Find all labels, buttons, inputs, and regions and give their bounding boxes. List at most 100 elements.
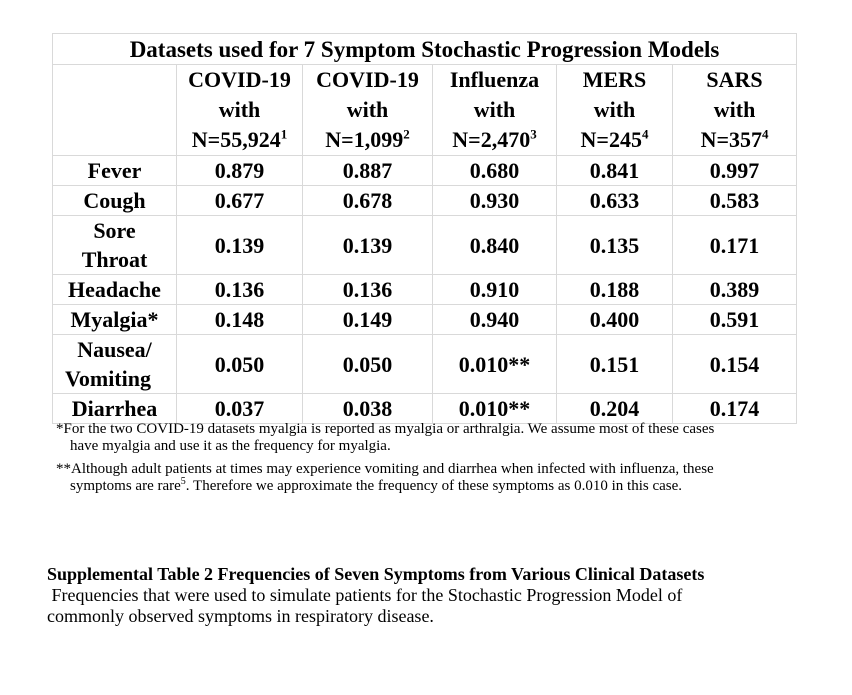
column-n: N=55,9241: [177, 125, 302, 155]
column-header: COVID-19 with N=1,0992: [302, 64, 433, 156]
table-cell: 0.887: [302, 155, 433, 186]
column-with: with: [346, 97, 389, 122]
row-label: Cough: [52, 185, 177, 216]
row-label-line1: Sore: [93, 218, 136, 243]
row-label: Nausea/ Vomiting: [52, 334, 177, 394]
footnote-influenza: **Although adult patients at times may e…: [56, 461, 796, 495]
column-name: SARS: [706, 67, 763, 92]
table-cell: 0.154: [671, 334, 798, 394]
table-cell: 0.050: [302, 334, 433, 394]
row-label-line2: Vomiting: [65, 366, 151, 391]
table-row-cough: Cough 0.677 0.678 0.930 0.633 0.583: [52, 185, 798, 216]
column-name: MERS: [582, 67, 647, 92]
column-header: COVID-19 with N=55,9241: [176, 64, 303, 156]
symptom-table-container: Datasets used for 7 Symptom Stochastic P…: [51, 33, 798, 424]
column-n-value: N=357: [700, 127, 762, 152]
footnote-reference: 5: [180, 476, 186, 487]
table-cell: 0.400: [556, 304, 673, 335]
table-cell: 0.940: [432, 304, 557, 335]
table-cell: 0.139: [176, 215, 303, 275]
table-cell: 0.997: [671, 155, 798, 186]
column-with: with: [473, 97, 516, 122]
column-name: Influenza: [449, 67, 540, 92]
caption-title: Supplemental Table 2 Frequencies of Seve…: [47, 564, 705, 584]
row-label-line1: Nausea/: [77, 337, 152, 362]
header-corner-cell: [52, 64, 177, 156]
table-cell: 0.841: [556, 155, 673, 186]
column-n: N=1,0992: [303, 125, 432, 155]
header-row: COVID-19 with N=55,9241 COVID-19 with N=…: [52, 64, 798, 156]
column-n: N=2,4703: [433, 125, 556, 155]
table-cell: 0.151: [556, 334, 673, 394]
footnote-text: . Therefore we approximate the frequency…: [185, 478, 683, 494]
column-name: COVID-19: [316, 67, 419, 92]
table-cell: 0.139: [302, 215, 433, 275]
table-cell: 0.879: [176, 155, 303, 186]
column-reference: 1: [280, 126, 288, 142]
table-cell: 0.135: [556, 215, 673, 275]
caption-body-line: Frequencies that were used to simulate p…: [47, 585, 683, 605]
table-cell: 0.149: [302, 304, 433, 335]
table-cell: 0.840: [432, 215, 557, 275]
footnote-myalgia: *For the two COVID-19 datasets myalgia i…: [56, 421, 796, 455]
column-n: N=3574: [673, 125, 796, 155]
column-reference: 2: [403, 126, 410, 142]
table-row-sore-throat: Sore Throat 0.139 0.139 0.840 0.135 0.17…: [52, 215, 798, 275]
table-cell: 0.204: [556, 393, 673, 424]
table-title: Datasets used for 7 Symptom Stochastic P…: [51, 33, 798, 65]
table-cell: 0.010**: [432, 334, 557, 394]
column-with: with: [218, 97, 261, 122]
table-cell: 0.389: [671, 274, 798, 305]
column-n-value: N=55,924: [191, 127, 281, 152]
footnote-text: symptoms are rare: [70, 478, 181, 494]
column-with: with: [593, 97, 636, 122]
column-header: MERS with N=2454: [556, 64, 673, 156]
column-reference: 4: [762, 126, 769, 142]
column-header: Influenza with N=2,4703: [432, 64, 557, 156]
column-n-value: N=245: [580, 127, 642, 152]
table-row-myalgia: Myalgia* 0.148 0.149 0.940 0.400 0.591: [52, 304, 798, 335]
footnote-line: *For the two COVID-19 datasets myalgia i…: [56, 421, 715, 437]
table-cell: 0.174: [671, 393, 798, 424]
table-cell: 0.677: [176, 185, 303, 216]
table-cell: 0.930: [432, 185, 557, 216]
column-name: COVID-19: [188, 67, 291, 92]
row-label: Myalgia*: [52, 304, 177, 335]
column-with: with: [713, 97, 756, 122]
row-label-line2: Throat: [81, 247, 148, 272]
column-n: N=2454: [557, 125, 672, 155]
row-label: Diarrhea: [52, 393, 177, 424]
column-header: SARS with N=3574: [671, 64, 798, 156]
table-cell: 0.136: [176, 274, 303, 305]
table-cell: 0.678: [302, 185, 433, 216]
table-cell: 0.010**: [432, 393, 557, 424]
row-label: Headache: [52, 274, 177, 305]
table-cell: 0.591: [671, 304, 798, 335]
table-cell: 0.910: [432, 274, 557, 305]
table-caption: Supplemental Table 2 Frequencies of Seve…: [47, 564, 807, 627]
table-cell: 0.171: [671, 215, 798, 275]
symptom-frequency-table: Datasets used for 7 Symptom Stochastic P…: [51, 33, 798, 424]
table-cell: 0.037: [176, 393, 303, 424]
row-label: Fever: [52, 155, 177, 186]
column-n-value: N=1,099: [325, 127, 404, 152]
table-row-headache: Headache 0.136 0.136 0.910 0.188 0.389: [52, 274, 798, 305]
table-row-diarrhea: Diarrhea 0.037 0.038 0.010** 0.204 0.174: [52, 393, 798, 424]
table-row-fever: Fever 0.879 0.887 0.680 0.841 0.997: [52, 155, 798, 186]
table-cell: 0.136: [302, 274, 433, 305]
footnote-line: have myalgia and use it as the frequency…: [70, 438, 391, 454]
table-cell: 0.188: [556, 274, 673, 305]
caption-body-line: commonly observed symptoms in respirator…: [47, 606, 434, 626]
column-n-value: N=2,470: [452, 127, 531, 152]
table-cell: 0.633: [556, 185, 673, 216]
table-cell: 0.583: [671, 185, 798, 216]
column-reference: 3: [530, 126, 537, 142]
table-cell: 0.038: [302, 393, 433, 424]
table-title-row: Datasets used for 7 Symptom Stochastic P…: [51, 33, 798, 65]
table-cell: 0.050: [176, 334, 303, 394]
row-label: Sore Throat: [52, 215, 177, 275]
table-cell: 0.680: [432, 155, 557, 186]
column-reference: 4: [641, 126, 649, 142]
table-cell: 0.148: [176, 304, 303, 335]
table-row-nausea-vomiting: Nausea/ Vomiting 0.050 0.050 0.010** 0.1…: [52, 334, 798, 394]
